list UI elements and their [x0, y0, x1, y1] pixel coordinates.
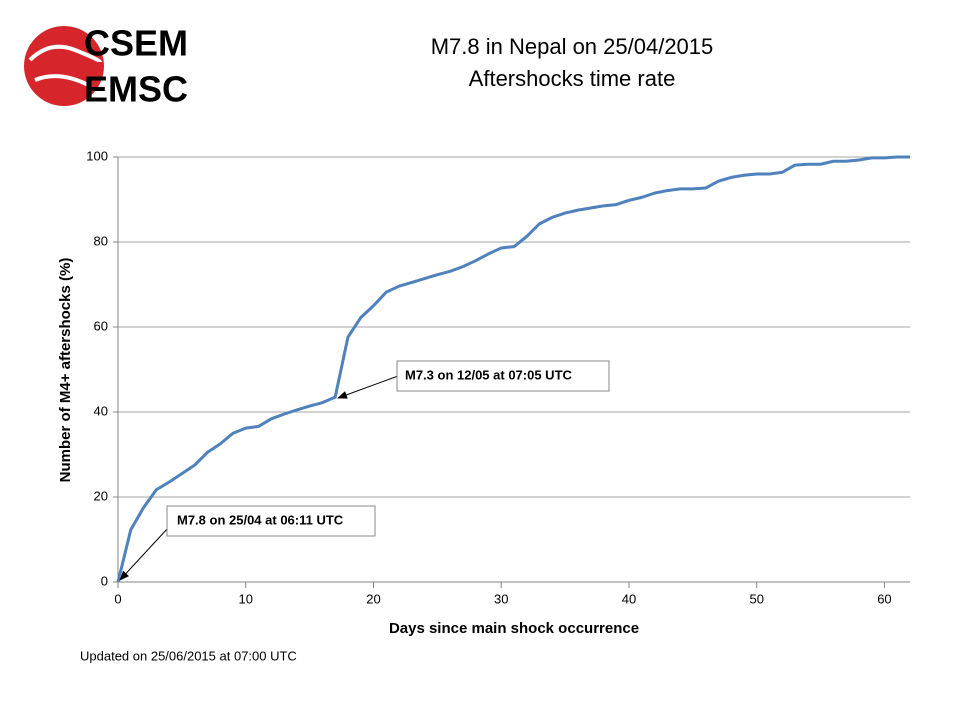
logo-lines: [28, 44, 102, 88]
x-tick-label: 30: [494, 591, 508, 606]
y-tick-label: 40: [94, 403, 108, 418]
footnote: Updated on 25/06/2015 at 07:00 UTC: [80, 648, 297, 663]
annotation-arrow: [337, 375, 399, 399]
chart-subtitle: Aftershocks time rate: [469, 66, 676, 91]
annotation-box: [166, 505, 376, 537]
y-tick-label: 0: [101, 573, 108, 588]
chart-title: M7.8 in Nepal on 25/04/2015: [431, 34, 714, 59]
y-tick-label: 100: [86, 148, 108, 163]
x-tick-label: 60: [877, 591, 891, 606]
x-tick-label: 0: [114, 591, 121, 606]
y-tick-label: 20: [94, 488, 108, 503]
y-axis-label: Number of M4+ aftershocks (%): [57, 258, 74, 483]
x-axis-label: Days since main shock occurrence: [389, 620, 639, 637]
x-tick-label: 10: [239, 591, 253, 606]
annotation-text: M7.8 on 25/04 at 06:11 UTC: [177, 512, 344, 527]
x-tick-label: 20: [366, 591, 380, 606]
annotation: M7.8 on 25/04 at 06:11 UTC: [119, 505, 376, 581]
logo-text: EMSC: [84, 69, 188, 110]
y-tick-label: 80: [94, 233, 108, 248]
annotation: M7.3 on 12/05 at 07:05 UTC: [337, 360, 610, 399]
x-tick-label: 40: [622, 591, 636, 606]
logo-text: CSEM: [84, 23, 188, 64]
plot-area: 0 20 40 60 80 100 0 10 20 30 40 50 60: [86, 148, 910, 606]
x-tick-label: 50: [749, 591, 763, 606]
y-tick-label: 60: [94, 318, 108, 333]
annotation-box: [396, 360, 610, 392]
data-line: [116, 155, 910, 583]
logo: CSEM EMSC: [24, 23, 188, 110]
annotation-text: M7.3 on 12/05 at 07:05 UTC: [405, 367, 573, 382]
annotation-arrow: [119, 527, 169, 581]
logo-globe: [24, 26, 104, 106]
